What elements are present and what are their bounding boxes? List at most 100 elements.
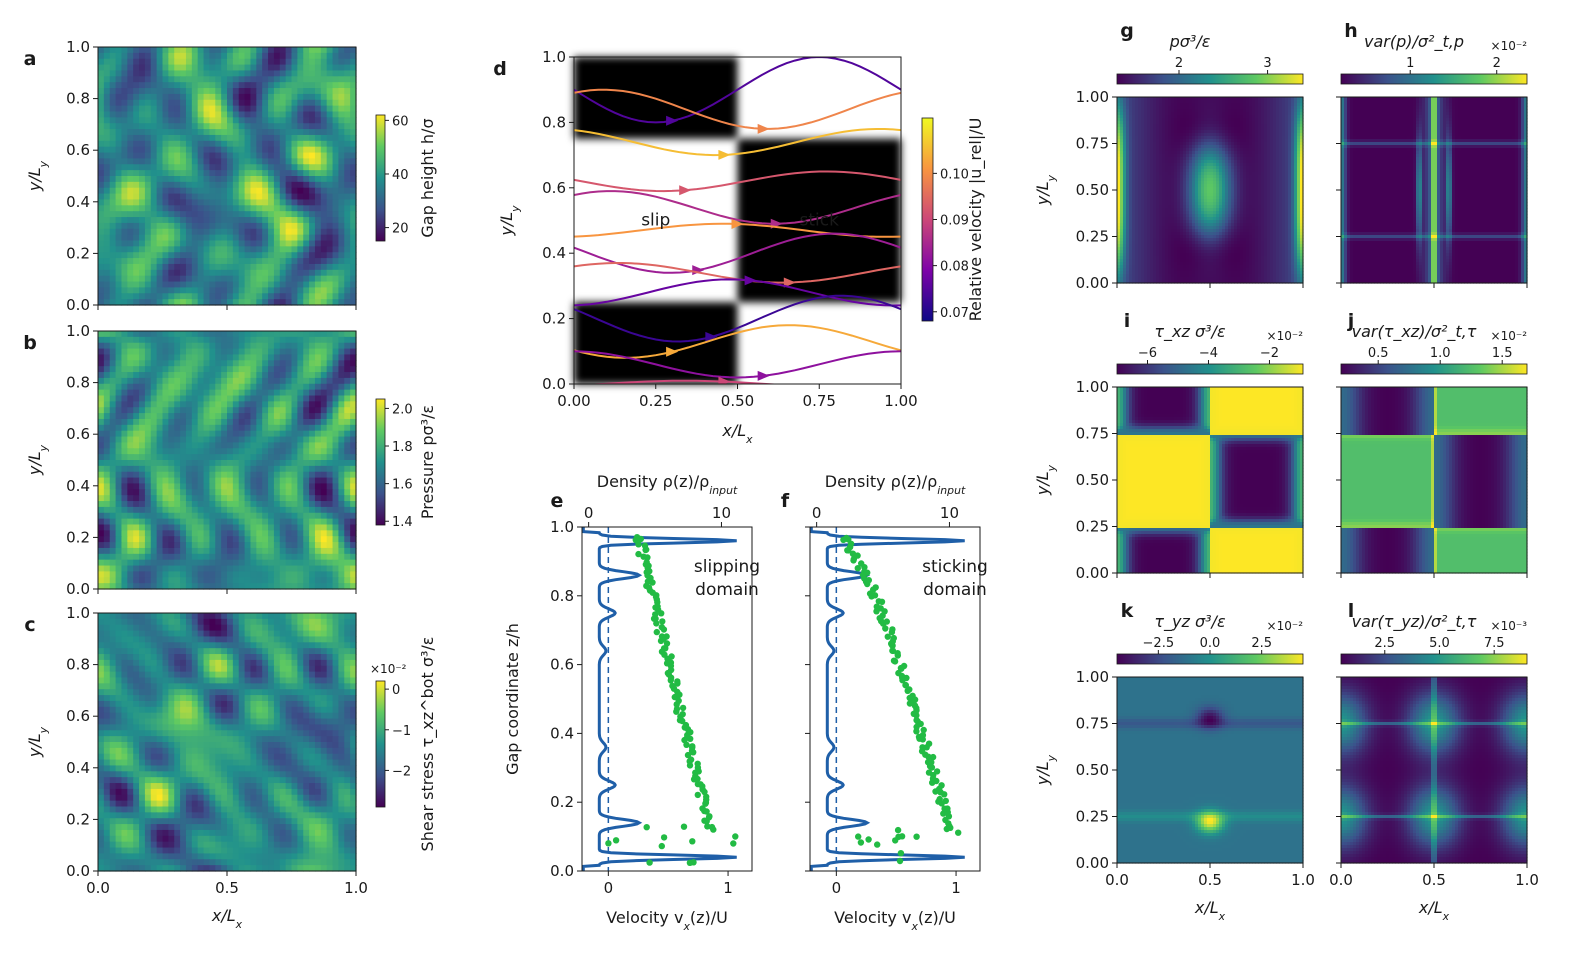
heatmap-cell: [268, 105, 275, 113]
heatmap-cell: [309, 269, 316, 277]
heatmap-cell: [197, 348, 205, 356]
heatmap-cell: [215, 747, 222, 755]
heatmap-cell: [291, 281, 298, 289]
heatmap-cell: [279, 642, 287, 649]
heatmap-cell: [215, 170, 222, 177]
heatmap-cell: [197, 489, 205, 496]
heatmap-cell: [309, 542, 316, 549]
heatmap-cell: [303, 448, 310, 455]
heatmap-cell: [291, 199, 298, 206]
heatmap-cell: [209, 252, 216, 259]
heatmap-cell: [180, 630, 187, 638]
heatmap-cell: [350, 401, 357, 408]
heatmap-cell: [121, 565, 128, 573]
heatmap-cell: [291, 134, 298, 142]
heatmap-cell: [215, 624, 222, 632]
heatmap-cell: [285, 146, 293, 154]
heatmap-cell: [133, 489, 140, 496]
heatmap-cell: [103, 471, 111, 479]
heatmap-cell: [262, 465, 269, 473]
heatmap-cell: [314, 559, 322, 567]
heatmap-cell: [221, 477, 228, 485]
heatmap-cell: [156, 228, 164, 236]
heatmap-cell: [174, 246, 181, 253]
heatmap-cell: [309, 724, 316, 731]
heatmap-cell: [215, 695, 222, 702]
heatmap-cell: [144, 624, 152, 632]
heatmap-cell: [139, 146, 146, 154]
heatmap-cell: [115, 448, 123, 455]
heatmap-cell: [320, 495, 328, 502]
heatmap-cell: [162, 512, 169, 520]
heatmap-cell: [338, 360, 345, 367]
heatmap-cell: [121, 518, 128, 526]
heatmap-cell: [326, 460, 334, 467]
heatmap-cell: [279, 553, 287, 561]
heatmap-cell: [150, 336, 158, 344]
heatmap-cell: [168, 436, 175, 444]
heatmap-cell: [215, 677, 222, 684]
heatmap-cell: [174, 146, 181, 154]
heatmap-cell: [232, 170, 240, 177]
heatmap-cell: [297, 105, 304, 113]
heatmap-cell: [338, 712, 345, 720]
heatmap-cell: [227, 93, 234, 101]
heatmap-cell: [221, 436, 228, 444]
heatmap-cell: [227, 683, 234, 690]
heatmap-cell: [209, 181, 216, 189]
heatmap-cell: [320, 536, 328, 543]
heatmap-cell: [103, 495, 111, 502]
heatmap-cell: [174, 111, 181, 118]
heatmap-cell: [326, 383, 334, 391]
heatmap-cell: [133, 99, 140, 107]
heatmap-cell: [98, 152, 105, 160]
heatmap-cell: [215, 724, 222, 731]
heatmap-cell: [262, 152, 269, 160]
heatmap-cell: [156, 152, 164, 160]
heatmap-cell: [303, 577, 310, 584]
heatmap-cell: [303, 518, 310, 526]
heatmap-cell: [256, 281, 263, 289]
heatmap-cell: [197, 471, 205, 479]
heatmap-cell: [109, 389, 117, 397]
heatmap-cell: [314, 460, 322, 467]
heatmap-cell: [297, 246, 304, 253]
heatmap-cell: [215, 395, 222, 402]
heatmap-cell: [244, 613, 252, 620]
heatmap-cell: [291, 82, 298, 89]
heatmap-cell: [344, 217, 351, 224]
heatmap-cell: [162, 222, 169, 230]
heatmap-cell: [98, 542, 105, 549]
heatmap-cell: [314, 395, 322, 402]
heatmap-cell: [103, 518, 111, 526]
heatmap-cell: [185, 636, 193, 643]
heatmap-cell: [350, 360, 357, 367]
heatmap-cell: [273, 158, 281, 165]
heatmap-cell: [320, 366, 328, 373]
heatmap-cell: [191, 677, 199, 684]
heatmap-cell: [150, 577, 158, 584]
heatmap-cell: [144, 407, 152, 414]
heatmap-cell: [232, 542, 240, 549]
heatmap-cell: [232, 518, 240, 526]
heatmap-cell: [350, 263, 357, 271]
heatmap-cell: [250, 140, 257, 148]
heatmap-cell: [262, 524, 269, 531]
heatmap-cell: [279, 64, 287, 72]
heatmap-cell: [121, 730, 128, 737]
heatmap-cell: [139, 383, 146, 391]
heatmap-cell: [244, 518, 252, 526]
heatmap-cell: [309, 199, 316, 206]
heatmap-cell: [215, 477, 222, 485]
heatmap-cell: [227, 618, 234, 626]
heatmap-cell: [221, 512, 228, 520]
heatmap-cell: [338, 234, 345, 242]
heatmap-cell: [332, 360, 340, 367]
heatmap-cell: [180, 448, 187, 455]
heatmap-cell: [314, 93, 322, 101]
heatmap-cell: [215, 489, 222, 496]
heatmap-cell: [103, 648, 111, 655]
heatmap-cell: [191, 430, 199, 438]
heatmap-cell: [227, 448, 234, 455]
heatmap-cell: [139, 88, 146, 95]
